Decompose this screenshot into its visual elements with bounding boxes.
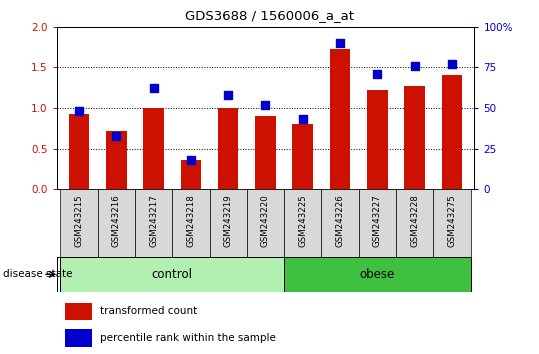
Text: GSM243219: GSM243219: [224, 194, 233, 247]
Bar: [68, 114, 89, 189]
Bar: [210, 189, 247, 257]
Bar: [181, 160, 201, 189]
Point: [112, 133, 121, 138]
Bar: [98, 189, 135, 257]
Bar: [143, 108, 164, 189]
Bar: [60, 257, 284, 292]
Point: [373, 71, 382, 76]
Bar: [218, 108, 238, 189]
Bar: [65, 303, 92, 320]
Bar: [172, 189, 210, 257]
Bar: [433, 189, 471, 257]
Bar: [367, 90, 388, 189]
Text: control: control: [151, 268, 193, 281]
Bar: [441, 75, 462, 189]
Bar: [404, 86, 425, 189]
Text: GDS3688 / 1560006_a_at: GDS3688 / 1560006_a_at: [185, 9, 354, 22]
Text: GSM243218: GSM243218: [186, 194, 195, 247]
Bar: [60, 189, 98, 257]
Text: GSM243275: GSM243275: [447, 194, 457, 247]
Bar: [135, 189, 172, 257]
Text: GSM243216: GSM243216: [112, 194, 121, 247]
Bar: [255, 116, 276, 189]
Point: [410, 63, 419, 68]
Text: percentile rank within the sample: percentile rank within the sample: [100, 333, 277, 343]
Bar: [330, 49, 350, 189]
Bar: [247, 189, 284, 257]
Point: [299, 116, 307, 122]
Text: GSM243226: GSM243226: [336, 194, 344, 247]
Bar: [358, 189, 396, 257]
Text: GSM243227: GSM243227: [373, 194, 382, 247]
Point: [224, 92, 232, 98]
Bar: [284, 257, 471, 292]
Bar: [293, 124, 313, 189]
Text: GSM243228: GSM243228: [410, 194, 419, 247]
Text: transformed count: transformed count: [100, 306, 198, 316]
Point: [186, 157, 195, 163]
Point: [336, 40, 344, 46]
Point: [75, 108, 84, 114]
Text: GSM243215: GSM243215: [74, 194, 84, 247]
Point: [261, 102, 270, 108]
Bar: [106, 131, 127, 189]
Text: GSM243220: GSM243220: [261, 194, 270, 247]
Text: disease state: disease state: [3, 269, 72, 279]
Text: obese: obese: [360, 268, 395, 281]
Bar: [321, 189, 358, 257]
Text: GSM243217: GSM243217: [149, 194, 158, 247]
Bar: [284, 189, 321, 257]
Bar: [396, 189, 433, 257]
Point: [447, 61, 456, 67]
Point: [149, 86, 158, 91]
Text: GSM243225: GSM243225: [298, 194, 307, 247]
Bar: [65, 329, 92, 347]
